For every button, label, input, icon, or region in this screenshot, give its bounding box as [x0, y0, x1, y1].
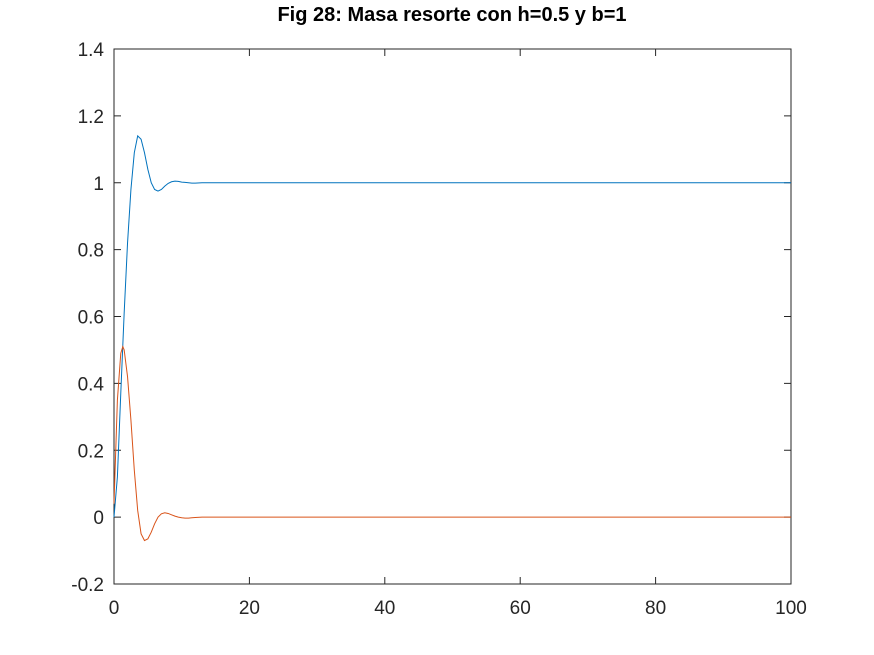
x-tick-label: 0	[109, 598, 120, 619]
y-tick-label: 0.2	[78, 441, 104, 462]
y-tick-label: 1.4	[78, 40, 105, 61]
series-group	[113, 134, 791, 542]
x-tick-label: 100	[775, 598, 807, 619]
y-tick-label: 0	[93, 508, 104, 529]
x-tick-label: 60	[510, 598, 531, 619]
x-tick-label: 80	[645, 598, 666, 619]
series-line-1	[113, 134, 791, 518]
series-line-2	[113, 345, 791, 542]
y-tick-label: 0.8	[78, 241, 104, 262]
x-tick-label: 40	[374, 598, 395, 619]
chart-title: Fig 28: Masa resorte con h=0.5 y b=1	[277, 4, 626, 26]
plot-area-frame	[113, 48, 792, 585]
y-tick-label: -0.2	[71, 575, 104, 596]
x-tick-label: 20	[239, 598, 260, 619]
y-tick-label: 0.4	[78, 374, 105, 395]
y-tick-label: 1.2	[78, 107, 104, 128]
axis-ticks: 0 20 40 60 80 100-0.200.20.40.60.811.21.4	[71, 40, 807, 619]
y-tick-label: 0.6	[78, 308, 104, 329]
y-tick-label: 1	[93, 174, 104, 195]
